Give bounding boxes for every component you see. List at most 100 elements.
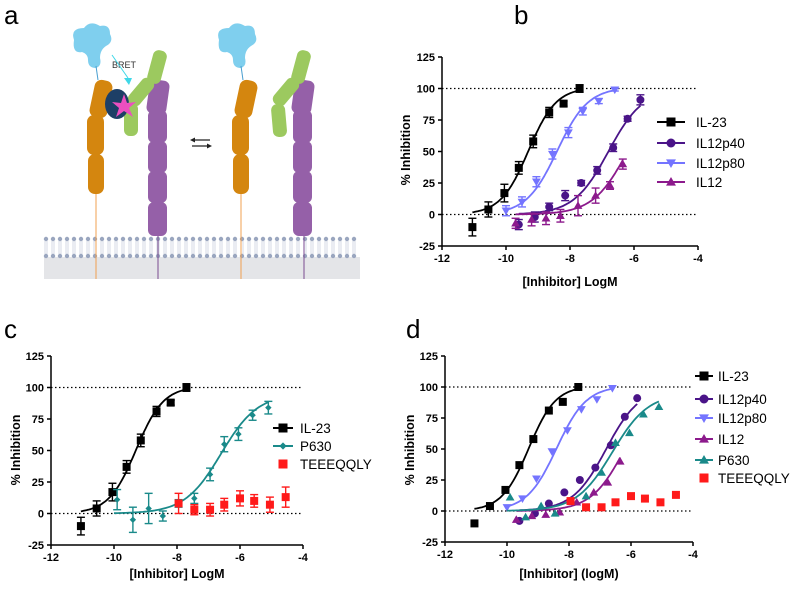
- y-tick-label: 100: [420, 382, 438, 394]
- panel-label-d: d: [406, 314, 421, 344]
- lipid-head: [330, 236, 336, 242]
- lipid-head: [183, 236, 189, 242]
- fit-curve: [519, 403, 638, 512]
- lipid-head: [225, 236, 231, 242]
- data-point: [589, 488, 599, 496]
- data-point: [671, 490, 680, 499]
- data-point: [182, 383, 191, 392]
- data-point: [618, 159, 628, 168]
- data-point: [577, 406, 586, 414]
- x-tick-label: -12: [434, 253, 450, 265]
- data-point: [610, 86, 620, 95]
- data-point: [529, 435, 538, 444]
- series-teeeqqly: [566, 490, 680, 512]
- legend-item: IL12p80: [657, 156, 745, 171]
- lipid-head: [218, 253, 224, 259]
- data-point: [594, 97, 604, 106]
- legend-label: IL12p40: [718, 392, 767, 407]
- data-point: [527, 511, 537, 520]
- bret-label: BRET: [112, 60, 137, 70]
- lipid-head: [85, 236, 91, 242]
- lipid-head: [57, 253, 63, 259]
- lipid-head: [106, 253, 112, 259]
- data-point: [593, 166, 602, 175]
- y-tick-label: 25: [423, 178, 435, 190]
- data-point: [501, 485, 510, 494]
- lipid-head: [169, 236, 175, 242]
- lipid-head: [50, 253, 56, 259]
- legend-label: IL12p40: [696, 136, 745, 151]
- data-point: [545, 202, 554, 211]
- panel-label-c: c: [4, 314, 17, 344]
- y-tick-label: 125: [420, 351, 438, 363]
- lipid-head: [344, 253, 350, 259]
- y-tick-label: 100: [417, 84, 435, 96]
- lipid-head: [176, 253, 182, 259]
- subunit-green-left: [124, 50, 167, 136]
- lipid-head: [351, 236, 357, 242]
- data-point: [575, 84, 584, 93]
- lipid-head: [99, 236, 105, 242]
- legend-item: TEEEQQLY: [699, 471, 790, 486]
- x-tick-label: -10: [106, 552, 122, 564]
- x-tick-label: -6: [629, 253, 639, 265]
- lipid-head: [43, 253, 49, 259]
- series-il12p80: [501, 86, 620, 217]
- equilibrium-arrows-icon: [190, 137, 212, 149]
- legend-item: IL-23: [273, 421, 331, 436]
- x-tick-label: -10: [499, 549, 515, 561]
- lipid-head: [253, 236, 259, 242]
- data-point: [515, 461, 524, 470]
- data-point: [575, 476, 584, 484]
- y-tick-label: 75: [32, 414, 44, 426]
- series-p630: [113, 400, 273, 534]
- lipid-head: [127, 236, 133, 242]
- series-p630: [505, 400, 664, 521]
- legend-marker-icon: [666, 177, 676, 186]
- data-point: [623, 114, 632, 123]
- data-point: [108, 488, 117, 497]
- legend-item: P630: [273, 439, 332, 454]
- lipid-head: [225, 253, 231, 259]
- y-tick-label: -25: [422, 537, 438, 549]
- y-axis-title: % Inhibition: [399, 115, 413, 186]
- data-point: [547, 448, 557, 456]
- legend-marker-icon: [666, 138, 676, 148]
- lipid-head: [288, 253, 294, 259]
- data-point: [581, 491, 591, 500]
- data-point: [625, 428, 634, 437]
- data-point: [236, 494, 244, 503]
- y-axis-title: % Inhibition: [403, 415, 417, 486]
- data-point: [591, 463, 600, 472]
- lipid-head: [316, 253, 322, 259]
- legend-marker-icon: [699, 371, 709, 381]
- bret-arrow-icon: [111, 54, 132, 85]
- data-point: [578, 107, 588, 116]
- y-tick-label: 100: [26, 383, 44, 395]
- legend-marker-icon: [278, 459, 288, 469]
- lipid-head: [64, 236, 70, 242]
- lipid-head: [176, 236, 182, 242]
- receptor-orange-right: [232, 79, 258, 279]
- lipid-head: [344, 236, 350, 242]
- data-point: [505, 492, 515, 501]
- data-point: [235, 430, 242, 438]
- data-point: [502, 504, 512, 512]
- lipid-head: [141, 236, 147, 242]
- y-tick-label: 50: [423, 147, 435, 159]
- data-point: [521, 512, 530, 521]
- legend-label: P630: [718, 453, 750, 468]
- data-point: [500, 189, 509, 198]
- data-point: [544, 499, 553, 508]
- data-point: [532, 178, 541, 187]
- fit-curve: [518, 105, 642, 215]
- data-point: [159, 512, 167, 520]
- data-point: [485, 502, 494, 511]
- lipid-head: [43, 236, 49, 242]
- y-tick-label: 25: [426, 475, 438, 487]
- data-point: [281, 493, 290, 502]
- legend-label: IL-23: [300, 421, 331, 436]
- data-point: [603, 478, 613, 486]
- lipid-head: [190, 253, 196, 259]
- data-point: [582, 503, 591, 512]
